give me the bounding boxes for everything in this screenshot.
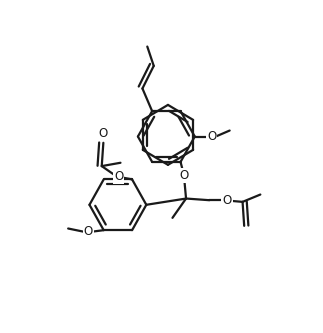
- Text: O: O: [84, 225, 93, 238]
- Text: O: O: [98, 127, 107, 140]
- Text: O: O: [180, 169, 189, 182]
- Text: O: O: [207, 130, 216, 143]
- Text: O: O: [114, 170, 123, 183]
- Text: O: O: [223, 194, 232, 207]
